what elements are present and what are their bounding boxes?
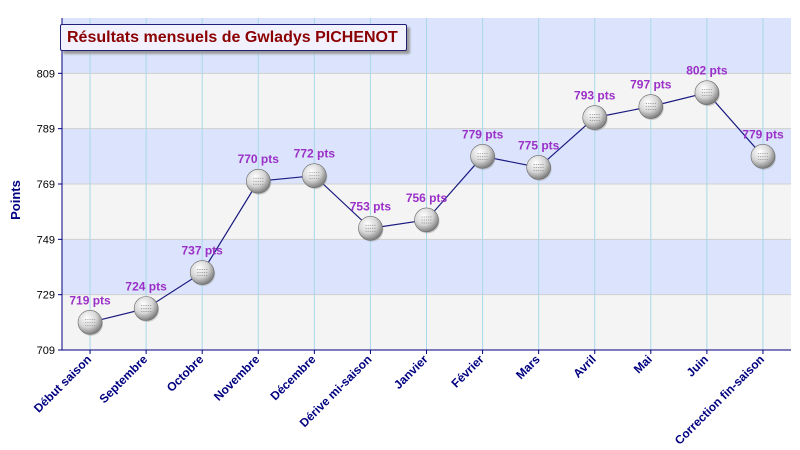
x-tick-label: Septembre — [96, 352, 150, 406]
data-label: 797 pts — [630, 78, 672, 92]
vertical-gridlines — [89, 18, 764, 350]
data-point — [694, 80, 720, 107]
y-axis-ticks: 709 729 749 769 789 809 — [37, 68, 62, 357]
data-label: 756 pts — [406, 191, 448, 205]
x-tick-label: Mars — [513, 352, 543, 382]
data-label: 753 pts — [350, 199, 392, 213]
data-point — [750, 144, 776, 170]
data-point — [358, 215, 384, 242]
x-tick-label: Février — [448, 352, 486, 390]
x-tick-label: Octobre — [164, 352, 207, 395]
y-tick-label: 769 — [37, 179, 55, 191]
x-tick-label: Décembre — [268, 352, 319, 403]
data-point — [638, 94, 664, 121]
y-tick-label: 809 — [37, 68, 55, 80]
x-tick-label: Juin — [684, 352, 711, 379]
chart-title-box: Résultats mensuels de Gwladys PICHENOT — [60, 24, 407, 51]
data-label: 779 pts — [742, 127, 784, 141]
y-tick-label: 729 — [37, 290, 55, 302]
x-axis-ticks: Début saison Septembre Octobre Novembre Déce… — [31, 350, 767, 447]
x-tick-label: Avril — [570, 352, 598, 380]
data-point — [414, 207, 440, 234]
y-tick-label: 709 — [37, 345, 55, 357]
x-tick-label: Novembre — [211, 352, 263, 404]
data-point — [189, 260, 216, 287]
x-tick-label: Janvier — [391, 352, 431, 392]
data-point — [133, 296, 160, 322]
y-tick-label: 789 — [37, 124, 55, 136]
data-point — [470, 144, 496, 170]
y-axis-label: Points — [8, 180, 23, 220]
data-label: 793 pts — [574, 89, 616, 103]
data-points — [77, 80, 776, 336]
data-label: 772 pts — [294, 147, 336, 161]
data-label: 802 pts — [686, 64, 728, 78]
data-label: 770 pts — [238, 152, 280, 166]
data-label: 779 pts — [462, 127, 504, 141]
data-label: 724 pts — [125, 280, 167, 294]
chart-title: Résultats mensuels de Gwladys PICHENOT — [67, 28, 398, 46]
data-labels: 719 pts 724 pts 737 pts 770 pts 772 pts 753 p… — [69, 64, 784, 308]
data-label: 737 pts — [182, 244, 224, 258]
data-point — [77, 310, 104, 336]
data-point — [582, 105, 608, 132]
x-tick-label: Début saison — [31, 352, 94, 415]
x-tick-label: Mai — [631, 352, 655, 376]
data-label: 775 pts — [518, 138, 560, 152]
data-label: 719 pts — [69, 293, 111, 307]
data-point — [245, 168, 272, 195]
data-point — [302, 163, 328, 190]
data-point — [526, 155, 552, 181]
y-tick-label: 749 — [37, 234, 55, 246]
